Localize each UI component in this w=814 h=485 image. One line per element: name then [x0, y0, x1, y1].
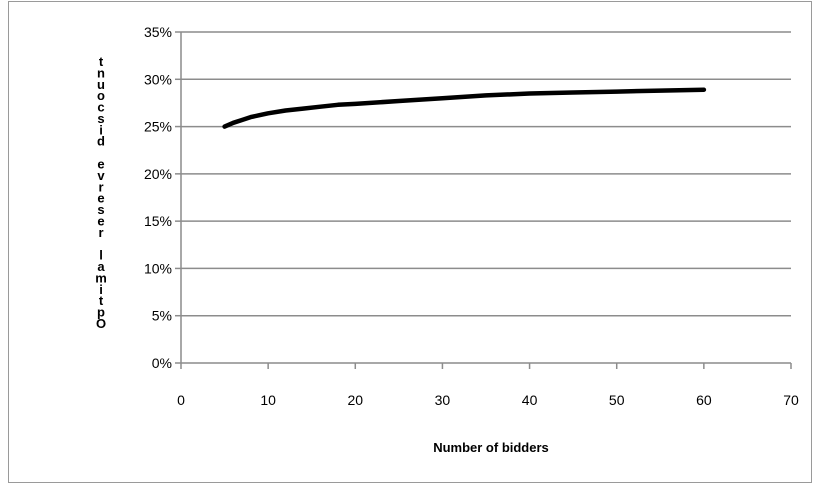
- y-axis-title-char: e: [97, 157, 104, 172]
- y-tick-labels: 0% 5% 10% 15% 20% 25% 30% 35%: [144, 24, 172, 371]
- x-tick-label-3: 30: [435, 392, 451, 408]
- y-axis-title-char: r: [98, 179, 103, 194]
- y-tick-label-6: 30%: [144, 71, 172, 87]
- y-tick-label-3: 15%: [144, 213, 172, 229]
- y-axis-title-char: e: [97, 213, 104, 228]
- y-axis-title-char: t: [99, 293, 104, 308]
- x-tick-label-1: 10: [260, 392, 276, 408]
- y-tick-label-7: 35%: [144, 24, 172, 40]
- chart-frame: 0% 5% 10% 15% 20% 25% 30% 35% 0 10 20 30 40 50 60 70 N…: [8, 1, 812, 483]
- x-tick-label-4: 40: [522, 392, 538, 408]
- y-axis-title-char: e: [97, 191, 104, 206]
- x-tick-label-0: 0: [177, 392, 185, 408]
- gridlines: [181, 31, 791, 317]
- x-axis-title: Number of bidders: [433, 440, 549, 455]
- y-axis-title-char: r: [98, 225, 103, 240]
- y-tick-label-2: 10%: [144, 260, 172, 276]
- y-axis-title-char: s: [97, 111, 104, 126]
- y-axis-title-char: v: [97, 168, 105, 183]
- y-axis-title-char: i: [99, 122, 103, 137]
- y-axis-title-char: u: [97, 77, 105, 92]
- y-tick-label-1: 5%: [152, 308, 172, 324]
- y-axis-title-char: l: [99, 248, 103, 263]
- x-tick-label-2: 20: [347, 392, 363, 408]
- y-axis-title-char: O: [96, 316, 106, 331]
- y-axis-title-char: t: [99, 54, 104, 69]
- x-tick-label-7: 70: [783, 392, 799, 408]
- chart-plot: 0% 5% 10% 15% 20% 25% 30% 35% 0 10 20 30 40 50 60 70 N…: [95, 24, 799, 455]
- y-axis-title-char: o: [97, 88, 105, 103]
- y-axis-title-char: m: [95, 270, 107, 285]
- x-tick-label-6: 60: [696, 392, 712, 408]
- y-axis-title-char: d: [97, 134, 105, 149]
- y-tick-label-4: 20%: [144, 166, 172, 182]
- y-axis-title-char: p: [97, 305, 105, 320]
- x-tick-label-5: 50: [609, 392, 625, 408]
- y-axis-title-char: c: [97, 100, 104, 115]
- y-tick-label-5: 25%: [144, 119, 172, 135]
- series-line-0: [222, 87, 707, 129]
- y-axis-title-char: s: [97, 202, 104, 217]
- y-axis-title-char: a: [97, 259, 105, 274]
- y-axis-title-char: n: [97, 65, 105, 80]
- axes: [175, 31, 792, 369]
- series-group: [222, 87, 707, 129]
- y-axis-title-char: i: [99, 282, 103, 297]
- y-tick-label-0: 0%: [152, 355, 172, 371]
- x-tick-labels: 0 10 20 30 40 50 60 70: [177, 392, 799, 408]
